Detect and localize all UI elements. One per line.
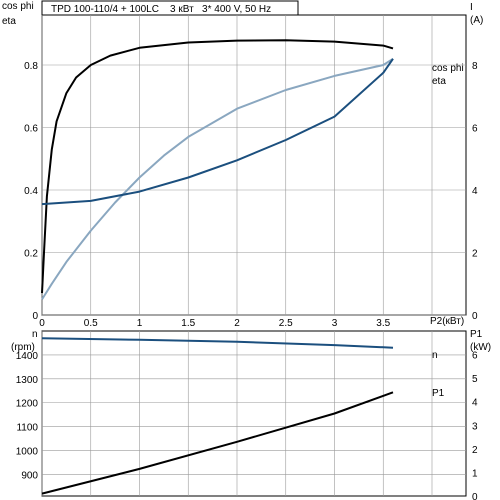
bottom-left-tick-label: 1300: [16, 375, 39, 386]
speed-axis-title: n: [32, 329, 38, 340]
bottom-right-tick-label: 3: [472, 421, 478, 432]
top-right-tick-label: 0: [472, 311, 478, 322]
bottom-right-tick-label: 1: [472, 468, 478, 479]
cos-phi-line-label: cos phi: [432, 63, 464, 74]
top-left-tick-label: 0.6: [24, 124, 38, 135]
top-x-tick-label: 1.5: [181, 318, 195, 329]
top-right-tick-label: 2: [472, 249, 478, 260]
bottom-right-tick-label: 0: [472, 492, 478, 500]
bottom-right-tick-label: 2: [472, 445, 478, 456]
top-right-tick-label: 4: [472, 186, 478, 197]
x-axis-title: P2(кВт): [430, 316, 464, 327]
top-left-tick-label: 0: [32, 311, 38, 322]
bottom-p1-line: [41, 391, 394, 495]
top-x-tick-label: 2: [234, 318, 240, 329]
bottom-panel-series: [41, 337, 394, 495]
top-x-tick-label: 0.5: [84, 318, 98, 329]
cos-phi-axis-title: cos phi: [2, 1, 34, 12]
n-line-label: n: [432, 350, 438, 361]
p1-axis-title: P1: [470, 329, 483, 340]
bottom-left-tick-label: 900: [21, 470, 38, 481]
top-panel-grid: [41, 15, 466, 316]
p1-axis-unit: (kW): [470, 342, 491, 353]
top-cos_phi-line: [41, 57, 394, 300]
top-x-tick-label: 0: [39, 318, 45, 329]
bottom-right-tick-label: 4: [472, 398, 478, 409]
bottom-right-tick-label: 6: [472, 351, 478, 362]
top-left-tick-label: 0.8: [24, 61, 38, 72]
bottom-panel-tick-labels: 900 1000 1100 1200 1300 1400 0 1 2 3 4 5 6: [16, 351, 478, 500]
eta-line-label: eta: [432, 76, 446, 87]
bottom-left-tick-label: 1100: [16, 423, 38, 434]
chart-header-title: TPD 100-110/4 + 100LC 3 кВт 3* 400 V, 50…: [51, 4, 271, 15]
top-eta-line: [41, 39, 394, 294]
bottom-n-line: [41, 337, 394, 349]
top-current-line: [41, 58, 394, 206]
eta-axis-title: eta: [2, 16, 16, 27]
p1-line-label: P1: [432, 388, 445, 399]
top-panel-tick-labels: 0 0.2 0.4 0.6 0.8 0 2 4 6 8 0 0.5 1 1.5 2 2.5 3 3.5: [24, 61, 478, 329]
bottom-right-tick-label: 5: [472, 374, 478, 385]
bottom-left-tick-label: 1000: [16, 447, 39, 458]
top-right-tick-label: 8: [472, 61, 478, 72]
bottom-left-tick-label: 1200: [16, 399, 39, 410]
top-panel-series: [41, 39, 394, 300]
current-axis-title: I: [470, 2, 473, 13]
bottom-left-tick-label: 1400: [16, 351, 39, 362]
top-left-tick-label: 0.2: [24, 249, 38, 260]
top-x-tick-label: 3: [332, 318, 338, 329]
top-right-tick-label: 6: [472, 124, 478, 135]
top-x-tick-label: 2.5: [279, 318, 293, 329]
bottom-panel-grid: [41, 331, 466, 496]
current-axis-unit: (A): [470, 15, 483, 26]
speed-axis-unit: (rpm): [11, 342, 35, 353]
top-left-tick-label: 0.4: [24, 186, 38, 197]
top-x-tick-label: 3.5: [376, 318, 390, 329]
top-x-tick-label: 1: [137, 318, 143, 329]
